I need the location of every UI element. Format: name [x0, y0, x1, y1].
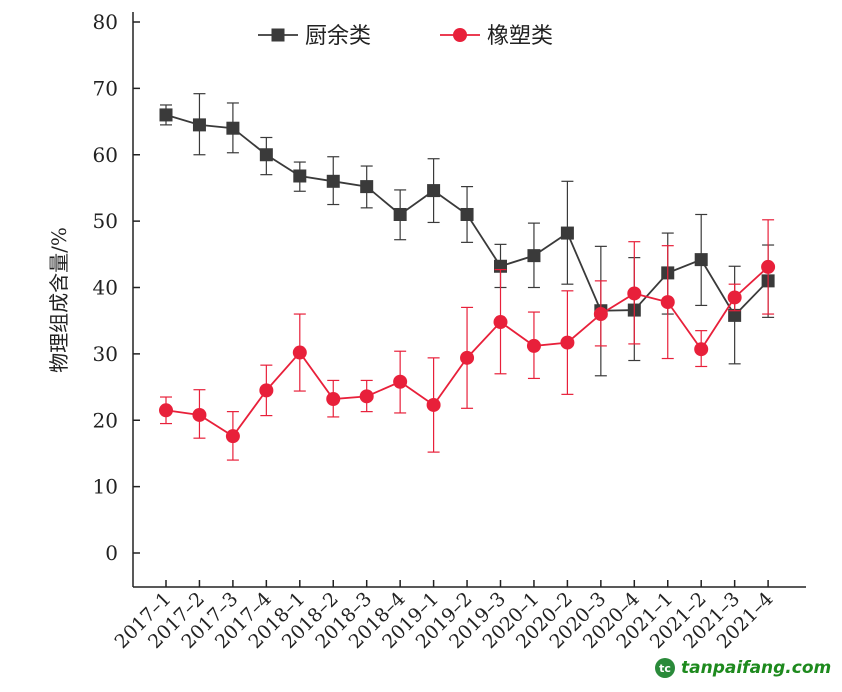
data-point-circle	[292, 345, 307, 360]
data-point-square	[427, 184, 441, 198]
data-point-circle	[526, 338, 541, 353]
data-point-circle	[627, 286, 642, 301]
data-point-circle	[593, 307, 608, 322]
data-point-square	[293, 169, 307, 183]
data-point-square	[694, 253, 708, 267]
series-1	[159, 219, 776, 461]
data-point-square	[192, 118, 206, 132]
watermark: tc tanpaifang.com	[655, 658, 831, 678]
data-point-square	[360, 180, 374, 194]
data-point-square	[159, 108, 173, 122]
data-point-square	[460, 207, 474, 221]
data-point-circle	[761, 259, 776, 274]
data-point-circle	[259, 383, 274, 398]
y-tick-label: 20	[93, 408, 118, 432]
data-point-circle	[159, 403, 173, 418]
data-point-circle	[326, 392, 341, 407]
y-axis-label: 物理组成含量/%	[47, 227, 71, 373]
y-tick-label: 50	[93, 209, 118, 233]
y-tick-label: 40	[93, 276, 118, 300]
data-point-square	[527, 249, 541, 263]
y-tick-label: 30	[93, 342, 118, 366]
legend: 厨余类 橡塑类	[258, 24, 553, 49]
data-point-square	[728, 308, 742, 322]
data-point-circle	[660, 295, 675, 310]
y-tick-label: 10	[93, 475, 118, 499]
data-point-circle	[426, 397, 441, 412]
data-point-circle	[460, 350, 475, 365]
legend-label: 橡塑类	[487, 24, 553, 49]
data-point-circle	[727, 290, 742, 305]
data-point-square	[326, 174, 340, 188]
data-point-circle	[225, 429, 240, 444]
legend-label: 厨余类	[305, 24, 371, 49]
data-point-square	[560, 226, 574, 240]
legend-circle-icon	[453, 28, 467, 42]
watermark-logo-icon: tc	[655, 658, 675, 678]
data-point-square	[393, 207, 407, 221]
watermark-text: tanpaifang.com	[681, 658, 832, 678]
legend-square-icon	[271, 28, 285, 42]
data-point-circle	[359, 389, 374, 404]
data-point-square	[259, 148, 273, 162]
y-tick-label: 70	[93, 76, 118, 100]
data-point-circle	[393, 374, 408, 389]
data-point-circle	[694, 342, 709, 357]
data-point-circle	[192, 407, 207, 422]
data-point-circle	[560, 335, 575, 350]
y-tick-label: 80	[93, 10, 118, 34]
data-point-circle	[493, 315, 508, 330]
y-tick-label: 0	[105, 541, 118, 565]
data-point-square	[226, 121, 240, 135]
y-tick-label: 60	[93, 143, 118, 167]
